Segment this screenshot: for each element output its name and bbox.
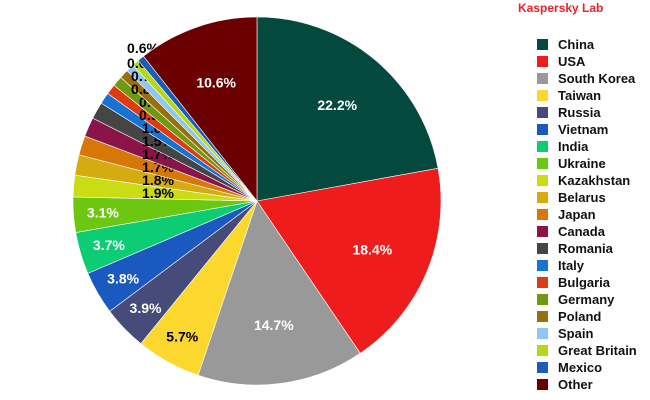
legend-label: Ukraine <box>558 156 606 171</box>
legend-item: USA <box>537 53 637 70</box>
legend-label: Bulgaria <box>558 275 611 290</box>
legend-swatch <box>537 226 548 237</box>
brand-label: Kaspersky Lab <box>518 1 604 15</box>
legend-item: India <box>537 138 637 155</box>
legend-swatch <box>537 328 548 339</box>
legend-item: Other <box>537 376 637 393</box>
legend-label: Poland <box>558 309 602 324</box>
legend-item: Belarus <box>537 189 637 206</box>
legend-item: China <box>537 36 637 53</box>
legend-label: China <box>558 37 595 52</box>
legend-label: Great Britain <box>558 343 637 358</box>
legend-swatch <box>537 209 548 220</box>
legend-swatch <box>537 362 548 373</box>
data-label: 3.8% <box>107 270 139 286</box>
legend-swatch <box>537 277 548 288</box>
legend-item: Bulgaria <box>537 274 637 291</box>
data-label: 18.4% <box>352 242 392 258</box>
legend-label: South Korea <box>558 71 636 86</box>
legend-swatch <box>537 379 548 390</box>
legend-item: Poland <box>537 308 637 325</box>
legend-swatch <box>537 141 548 152</box>
legend-swatch <box>537 311 548 322</box>
data-label: 3.1% <box>87 205 119 221</box>
legend-item: Romania <box>537 240 637 257</box>
legend-label: India <box>558 139 589 154</box>
legend-item: Canada <box>537 223 637 240</box>
legend-label: Other <box>558 377 593 392</box>
legend-swatch <box>537 73 548 84</box>
legend-swatch <box>537 56 548 67</box>
legend-label: Kazakhstan <box>558 173 631 188</box>
legend-swatch <box>537 345 548 356</box>
data-label: 3.9% <box>130 300 162 316</box>
data-label: 22.2% <box>317 97 357 113</box>
legend-item: Taiwan <box>537 87 637 104</box>
legend-label: USA <box>558 54 586 69</box>
legend-swatch <box>537 158 548 169</box>
legend-label: Italy <box>558 258 585 273</box>
legend-label: Romania <box>558 241 613 256</box>
pie-slice-other <box>143 16 258 202</box>
legend-swatch <box>537 192 548 203</box>
legend-swatch <box>537 107 548 118</box>
legend-label: Japan <box>558 207 596 222</box>
data-label: 10.6% <box>196 75 236 91</box>
data-label: 5.7% <box>166 328 198 344</box>
legend: China USA South Korea Taiwan Russia Vietnam In… <box>537 36 637 393</box>
legend-label: Taiwan <box>558 88 602 103</box>
legend-item: Ukraine <box>537 155 637 172</box>
data-label: 14.7% <box>254 317 294 333</box>
legend-label: Belarus <box>558 190 606 205</box>
pie-slice-usa <box>256 167 442 354</box>
legend-item: Great Britain <box>537 342 637 359</box>
legend-item: South Korea <box>537 70 637 87</box>
legend-label: Vietnam <box>558 122 609 137</box>
pie-slice-south-korea <box>197 200 361 386</box>
legend-item: Mexico <box>537 359 637 376</box>
legend-swatch <box>537 260 548 271</box>
legend-swatch <box>537 175 548 186</box>
legend-swatch <box>537 243 548 254</box>
legend-item: Italy <box>537 257 637 274</box>
data-label: 3.7% <box>93 237 125 253</box>
legend-item: Russia <box>537 104 637 121</box>
legend-label: Canada <box>558 224 605 239</box>
pie-slice-china <box>256 16 439 202</box>
legend-swatch <box>537 39 548 50</box>
legend-label: Mexico <box>558 360 603 375</box>
legend-swatch <box>537 124 548 135</box>
legend-label: Spain <box>558 326 594 341</box>
legend-item: Germany <box>537 291 637 308</box>
data-label: 1.9% <box>142 185 174 201</box>
legend-item: Spain <box>537 325 637 342</box>
legend-swatch <box>537 294 548 305</box>
legend-label: Germany <box>558 292 615 307</box>
legend-label: Russia <box>558 105 601 120</box>
legend-item: Japan <box>537 206 637 223</box>
pie-chart: 22.2% 18.4% 14.7% 5.7%3.9% 3.8% 3.7% 3.1% 1.9% 1… <box>72 16 442 386</box>
legend-swatch <box>537 90 548 101</box>
legend-item: Vietnam <box>537 121 637 138</box>
legend-item: Kazakhstan <box>537 172 637 189</box>
